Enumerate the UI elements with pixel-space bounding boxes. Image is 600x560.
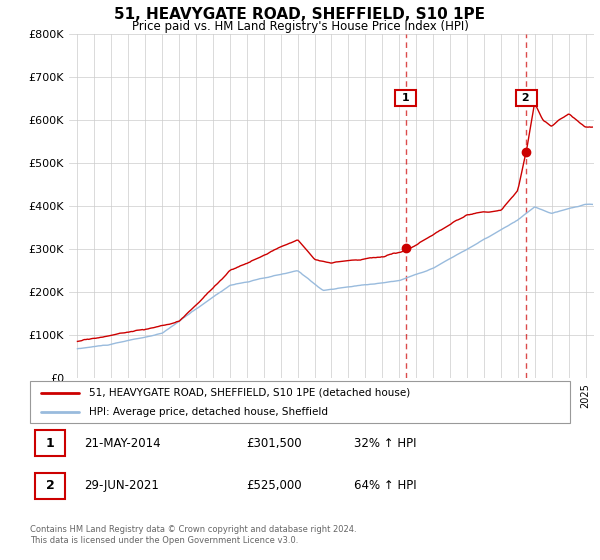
Text: 51, HEAVYGATE ROAD, SHEFFIELD, S10 1PE: 51, HEAVYGATE ROAD, SHEFFIELD, S10 1PE <box>115 7 485 22</box>
Text: 21-MAY-2014: 21-MAY-2014 <box>84 437 161 450</box>
FancyBboxPatch shape <box>35 473 65 498</box>
Text: £525,000: £525,000 <box>246 479 302 492</box>
Text: HPI: Average price, detached house, Sheffield: HPI: Average price, detached house, Shef… <box>89 407 328 417</box>
Text: 1: 1 <box>398 93 413 103</box>
Text: Contains HM Land Registry data © Crown copyright and database right 2024.
This d: Contains HM Land Registry data © Crown c… <box>30 525 356 545</box>
FancyBboxPatch shape <box>35 431 65 456</box>
Text: £301,500: £301,500 <box>246 437 302 450</box>
Text: 1: 1 <box>46 437 55 450</box>
Text: 2: 2 <box>46 479 55 492</box>
Text: 29-JUN-2021: 29-JUN-2021 <box>84 479 159 492</box>
Text: 2: 2 <box>518 93 534 103</box>
FancyBboxPatch shape <box>30 381 570 423</box>
Text: 32% ↑ HPI: 32% ↑ HPI <box>354 437 416 450</box>
Text: 64% ↑ HPI: 64% ↑ HPI <box>354 479 416 492</box>
Text: 51, HEAVYGATE ROAD, SHEFFIELD, S10 1PE (detached house): 51, HEAVYGATE ROAD, SHEFFIELD, S10 1PE (… <box>89 388 410 398</box>
Text: Price paid vs. HM Land Registry's House Price Index (HPI): Price paid vs. HM Land Registry's House … <box>131 20 469 32</box>
